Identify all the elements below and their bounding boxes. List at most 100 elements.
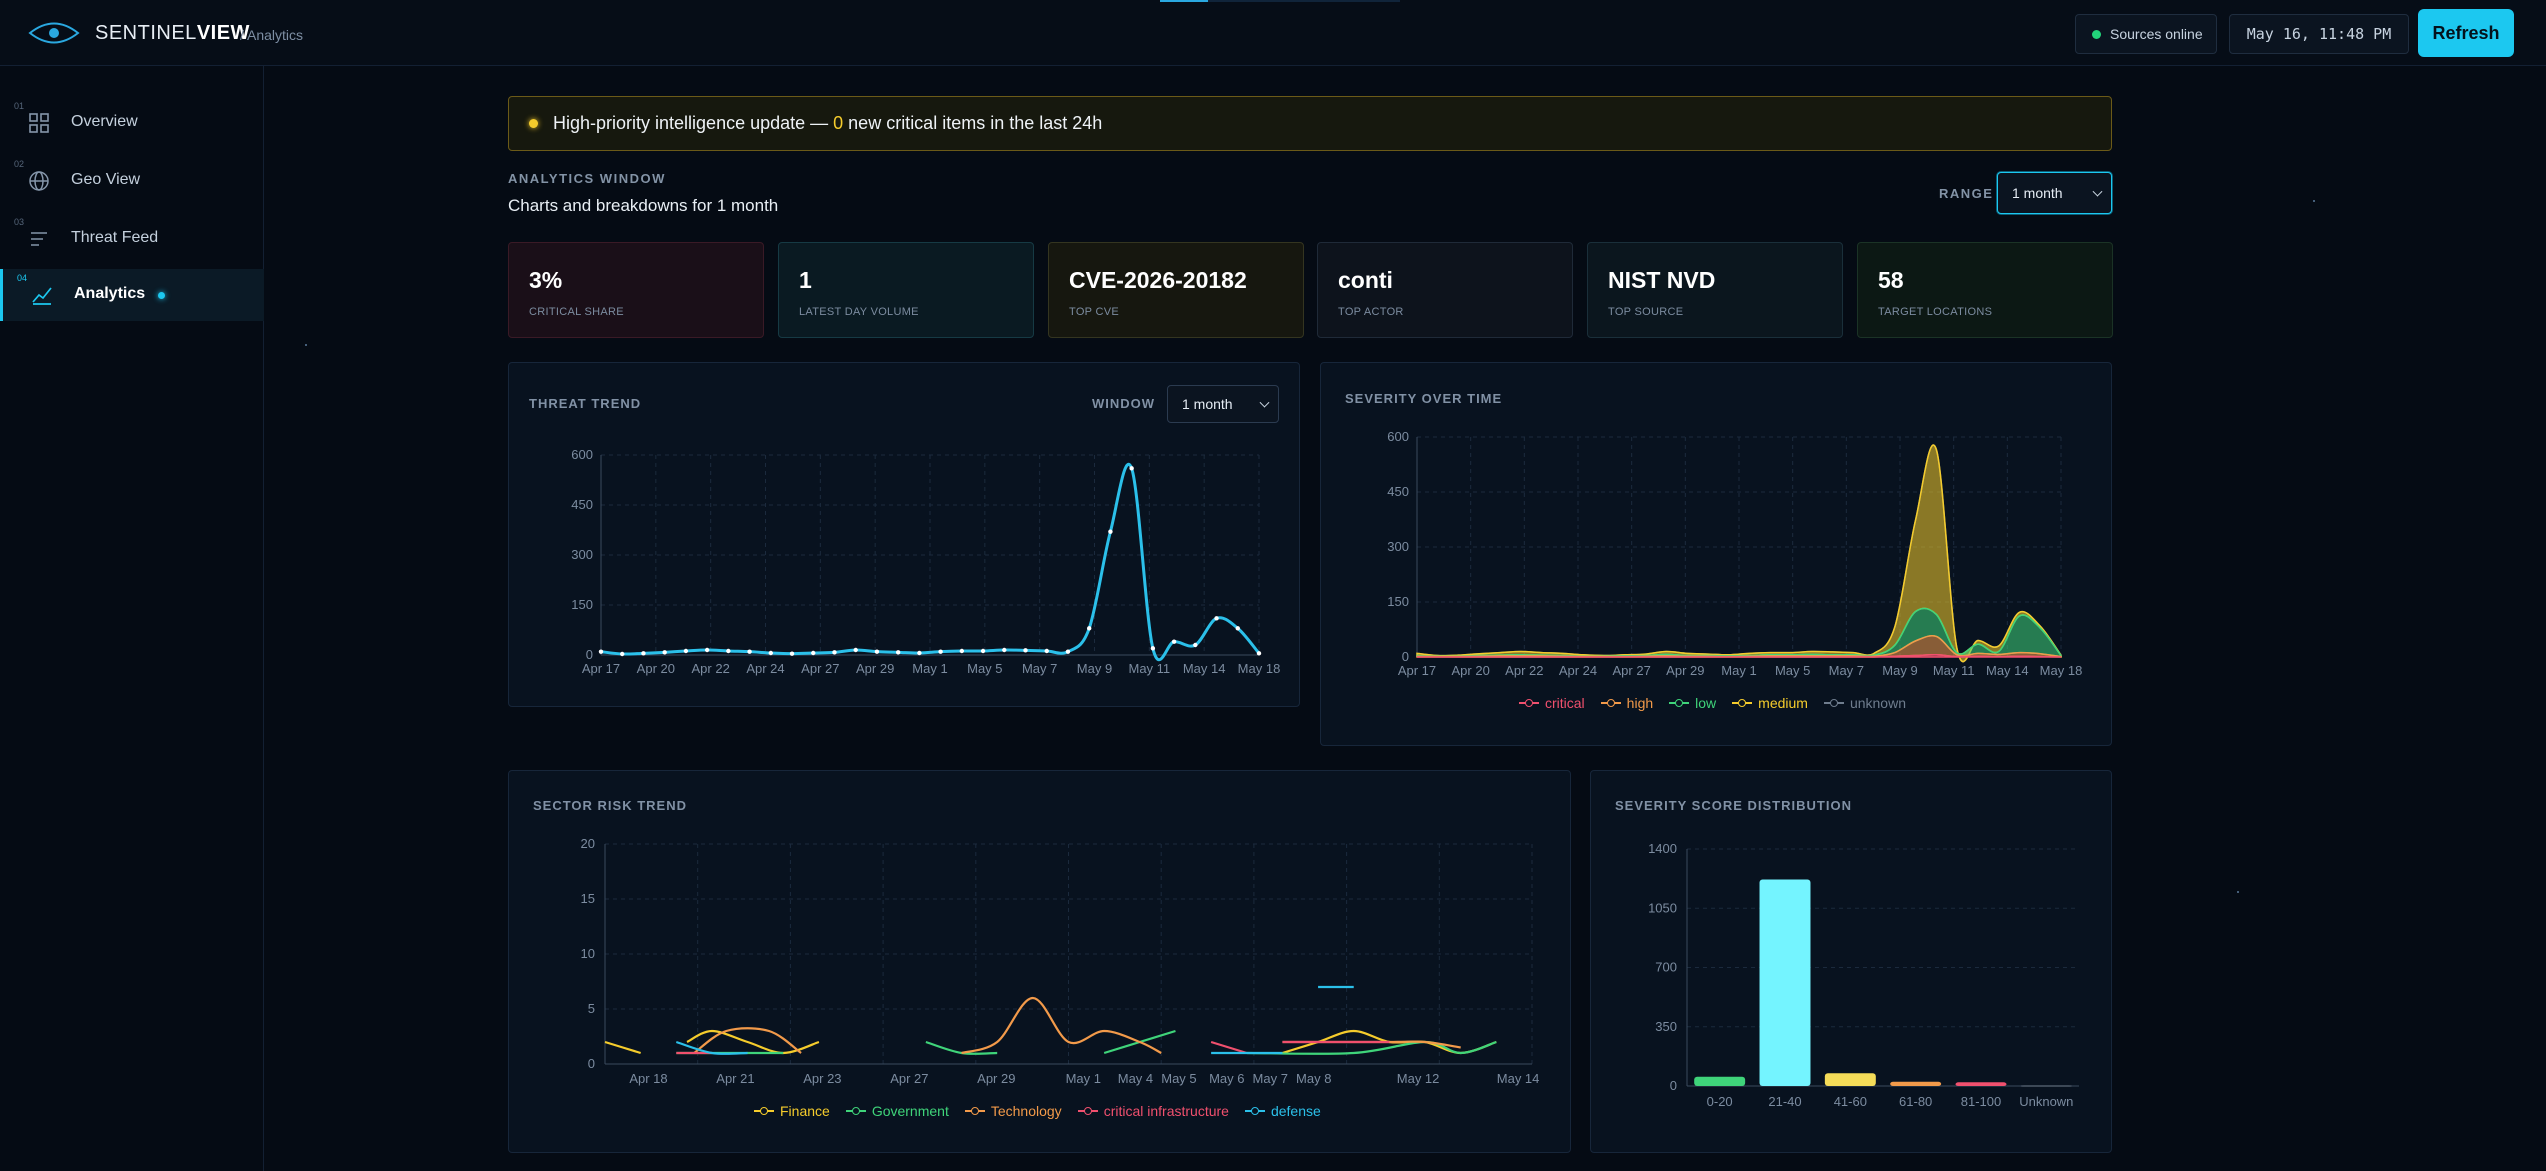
brand-title: SENTINELVIEW xyxy=(95,22,250,44)
legend-item[interactable]: critical infrastructure xyxy=(1077,1103,1229,1119)
analytics-window-subtitle: Charts and breakdowns for 1 month xyxy=(508,196,779,215)
sector-risk-chart: 0 5 10 15 20 Apr 18 Apr 21 Apr 23 Apr 27 Apr 29 Ma… xyxy=(581,836,1540,1086)
threat-data-point xyxy=(959,648,965,654)
legend-item[interactable]: Government xyxy=(845,1103,949,1119)
score-distribution-title: SEVERITY SCORE DISTRIBUTION xyxy=(1615,798,1852,813)
score-y-tick-label: 1400 xyxy=(1648,841,1677,856)
score-y-tick-label: 350 xyxy=(1655,1019,1677,1034)
severity-over-time-card: SEVERITY OVER TIME 0 150 300 450 600 Apr 17 Ap… xyxy=(1320,362,2112,746)
legend-item[interactable]: Finance xyxy=(754,1103,830,1119)
threat-data-point xyxy=(895,650,901,655)
legend-label: high xyxy=(1626,695,1654,711)
sector-line-technology xyxy=(693,1027,802,1054)
legend-label: unknown xyxy=(1849,695,1906,711)
threat-data-point xyxy=(789,651,795,656)
threat-data-point xyxy=(832,650,837,655)
threat-data-point xyxy=(917,650,922,656)
score-x-tick-label: 21-40 xyxy=(1768,1094,1801,1109)
severity-x-tick-label: May 9 xyxy=(1882,663,1917,678)
refresh-button[interactable]: Refresh xyxy=(2418,9,2514,57)
severity-legend: critical high low medium unknown xyxy=(1519,695,1906,711)
alert-banner: High-priority intelligence update — 0 ne… xyxy=(508,96,2112,151)
score-y-tick-label: 700 xyxy=(1655,960,1677,975)
threat-data-point xyxy=(1150,646,1156,651)
threat-x-tick-label: May 18 xyxy=(1238,661,1281,676)
sector-x-tick-label: Apr 21 xyxy=(716,1071,754,1086)
star-decoration xyxy=(305,344,307,346)
threat-data-point xyxy=(1002,647,1007,653)
line-chart-icon xyxy=(32,287,52,305)
legend-item[interactable]: medium xyxy=(1732,695,1808,711)
threat-data-point xyxy=(662,650,667,655)
sector-x-tick-label: May 1 xyxy=(1066,1071,1101,1086)
clock-display: May 16, 11:48 PM xyxy=(2229,14,2409,54)
severity-x-tick-label: May 1 xyxy=(1721,663,1756,678)
window-select[interactable]: 1 month xyxy=(1167,385,1279,423)
legend-label: Government xyxy=(871,1103,949,1119)
sidebar-item-analytics[interactable]: 04 Analytics xyxy=(0,269,264,321)
severity-x-tick-label: Apr 20 xyxy=(1452,663,1490,678)
active-indicator-icon xyxy=(158,292,165,299)
legend-swatch-icon xyxy=(964,1106,985,1116)
kpi-target-locations: 58 TARGET LOCATIONS xyxy=(1857,242,2113,338)
threat-trend-card: THREAT TREND WINDOW 1 month 0 150 300 450 60… xyxy=(508,362,1300,707)
legend-label: Finance xyxy=(780,1103,830,1119)
severity-x-tick-label: Apr 17 xyxy=(1398,663,1436,678)
severity-over-time-title: SEVERITY OVER TIME xyxy=(1345,391,1503,406)
threat-x-tick-label: Apr 29 xyxy=(856,661,894,676)
threat-data-point xyxy=(1256,651,1262,656)
eye-logo-icon xyxy=(28,22,80,44)
legend-item[interactable]: Technology xyxy=(964,1103,1062,1119)
sector-line-government xyxy=(925,1040,998,1055)
legend-swatch-icon xyxy=(1600,698,1621,708)
severity-x-tick-label: May 5 xyxy=(1775,663,1810,678)
sector-line-defense xyxy=(675,1040,748,1055)
severity-x-tick-label: Apr 29 xyxy=(1666,663,1704,678)
threat-x-tick-label: Apr 27 xyxy=(801,661,839,676)
severity-area-critical xyxy=(1416,654,2062,658)
grid-icon xyxy=(29,113,49,133)
legend-label: critical xyxy=(1545,695,1585,711)
status-dot-icon xyxy=(2092,29,2101,39)
threat-x-tick-label: Apr 24 xyxy=(746,661,784,676)
severity-y-tick-label: 600 xyxy=(1387,429,1409,444)
sector-y-tick-label: 5 xyxy=(588,1001,595,1016)
threat-data-point xyxy=(683,648,689,654)
sector-x-tick-label: May 6 xyxy=(1209,1071,1244,1086)
threat-y-tick-label: 0 xyxy=(586,647,593,662)
severity-x-tick-label: May 7 xyxy=(1829,663,1864,678)
sector-x-tick-label: May 12 xyxy=(1397,1071,1440,1086)
legend-swatch-icon xyxy=(1077,1106,1098,1116)
legend-item[interactable]: high xyxy=(1600,695,1654,711)
top-bar: SENTINELVIEW / Analytics Sources online … xyxy=(0,0,2546,66)
legend-item[interactable]: unknown xyxy=(1823,695,1906,711)
globe-icon xyxy=(29,171,49,191)
range-select[interactable]: 1 month xyxy=(1997,172,2112,214)
threat-data-point xyxy=(726,648,731,654)
sidebar-item-threat-feed[interactable]: 03 Threat Feed xyxy=(0,213,264,265)
severity-x-tick-label: May 14 xyxy=(1986,663,2029,678)
sidebar-item-overview[interactable]: 01 Overview xyxy=(0,97,264,149)
score-x-tick-label: 61-80 xyxy=(1899,1094,1932,1109)
score-x-tick-label: Unknown xyxy=(2019,1094,2073,1109)
window-label: WINDOW xyxy=(1092,396,1156,411)
threat-data-point xyxy=(1193,642,1198,648)
threat-data-point xyxy=(641,651,646,656)
list-icon xyxy=(31,232,47,246)
score-bar xyxy=(1955,1082,2007,1086)
sidebar-item-geo-view[interactable]: 02 Geo View xyxy=(0,155,264,207)
severity-x-tick-label: Apr 27 xyxy=(1613,663,1651,678)
legend-item[interactable]: critical xyxy=(1519,695,1585,711)
sector-line-finance xyxy=(686,1029,820,1055)
legend-item[interactable]: defense xyxy=(1244,1103,1321,1119)
sector-x-tick-label: May 5 xyxy=(1161,1071,1196,1086)
legend-item[interactable]: low xyxy=(1669,695,1716,711)
severity-x-tick-label: Apr 24 xyxy=(1559,663,1597,678)
threat-data-point xyxy=(768,650,774,656)
critical-count: 0 xyxy=(833,113,844,133)
severity-over-time-chart: 0 150 300 450 600 Apr 17 Apr 20 Apr 22 Apr 24 Apr… xyxy=(1387,429,2082,678)
threat-data-point xyxy=(1044,648,1049,654)
threat-y-tick-label: 600 xyxy=(571,447,593,462)
threat-data-point xyxy=(1086,626,1092,631)
sector-x-tick-label: Apr 18 xyxy=(629,1071,667,1086)
